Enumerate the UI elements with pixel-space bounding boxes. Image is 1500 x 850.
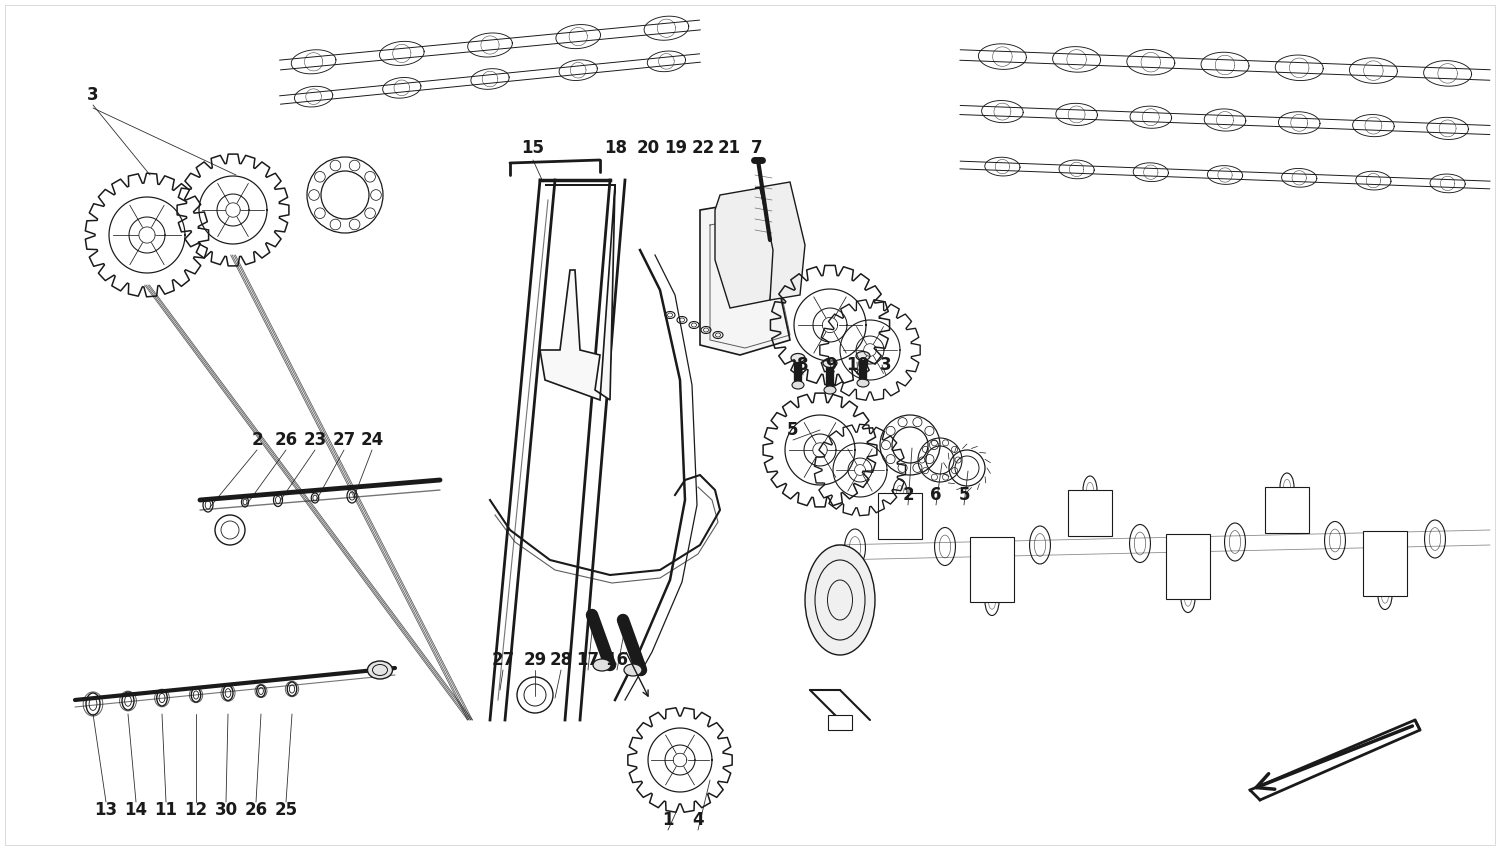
- Text: 21: 21: [717, 139, 741, 157]
- Polygon shape: [754, 182, 806, 300]
- Text: 19: 19: [664, 139, 687, 157]
- Polygon shape: [700, 200, 790, 355]
- Polygon shape: [1364, 531, 1407, 596]
- Ellipse shape: [856, 379, 868, 387]
- Text: 26: 26: [244, 801, 267, 819]
- Ellipse shape: [792, 381, 804, 389]
- Text: 23: 23: [303, 431, 327, 449]
- Polygon shape: [716, 188, 776, 308]
- Polygon shape: [1166, 534, 1210, 598]
- Text: 27: 27: [492, 651, 514, 669]
- Text: 11: 11: [154, 801, 177, 819]
- Polygon shape: [540, 185, 615, 400]
- Text: 24: 24: [360, 431, 384, 449]
- Ellipse shape: [790, 354, 806, 362]
- Ellipse shape: [824, 386, 836, 394]
- Text: 8: 8: [798, 356, 808, 374]
- Text: 18: 18: [604, 139, 627, 157]
- Text: 16: 16: [606, 651, 628, 669]
- Text: 5: 5: [958, 486, 969, 504]
- Text: 10: 10: [846, 356, 870, 374]
- Text: 2: 2: [251, 431, 262, 449]
- Text: 26: 26: [274, 431, 297, 449]
- Text: 30: 30: [214, 801, 237, 819]
- Text: 22: 22: [692, 139, 714, 157]
- Ellipse shape: [856, 352, 870, 360]
- Text: 1: 1: [663, 811, 674, 829]
- Text: 20: 20: [636, 139, 660, 157]
- Text: 13: 13: [94, 801, 117, 819]
- Text: 7: 7: [752, 139, 764, 157]
- Text: 9: 9: [825, 356, 837, 374]
- Text: 12: 12: [184, 801, 207, 819]
- Polygon shape: [878, 493, 922, 539]
- Text: 17: 17: [576, 651, 600, 669]
- Text: 3: 3: [87, 86, 99, 104]
- Text: 14: 14: [124, 801, 147, 819]
- Ellipse shape: [624, 664, 642, 676]
- Text: 28: 28: [549, 651, 573, 669]
- Text: 27: 27: [333, 431, 356, 449]
- Polygon shape: [828, 715, 852, 730]
- Text: 6: 6: [930, 486, 942, 504]
- Text: 25: 25: [274, 801, 297, 819]
- Text: 5: 5: [788, 421, 798, 439]
- Polygon shape: [970, 537, 1014, 602]
- Polygon shape: [1068, 490, 1112, 536]
- Text: 3: 3: [880, 356, 892, 374]
- Ellipse shape: [368, 661, 393, 679]
- Text: 29: 29: [524, 651, 546, 669]
- Text: 2: 2: [902, 486, 914, 504]
- Polygon shape: [1264, 487, 1310, 532]
- Text: 4: 4: [692, 811, 703, 829]
- Text: 15: 15: [522, 139, 544, 157]
- Ellipse shape: [806, 545, 874, 655]
- Ellipse shape: [592, 659, 610, 671]
- Ellipse shape: [824, 359, 837, 367]
